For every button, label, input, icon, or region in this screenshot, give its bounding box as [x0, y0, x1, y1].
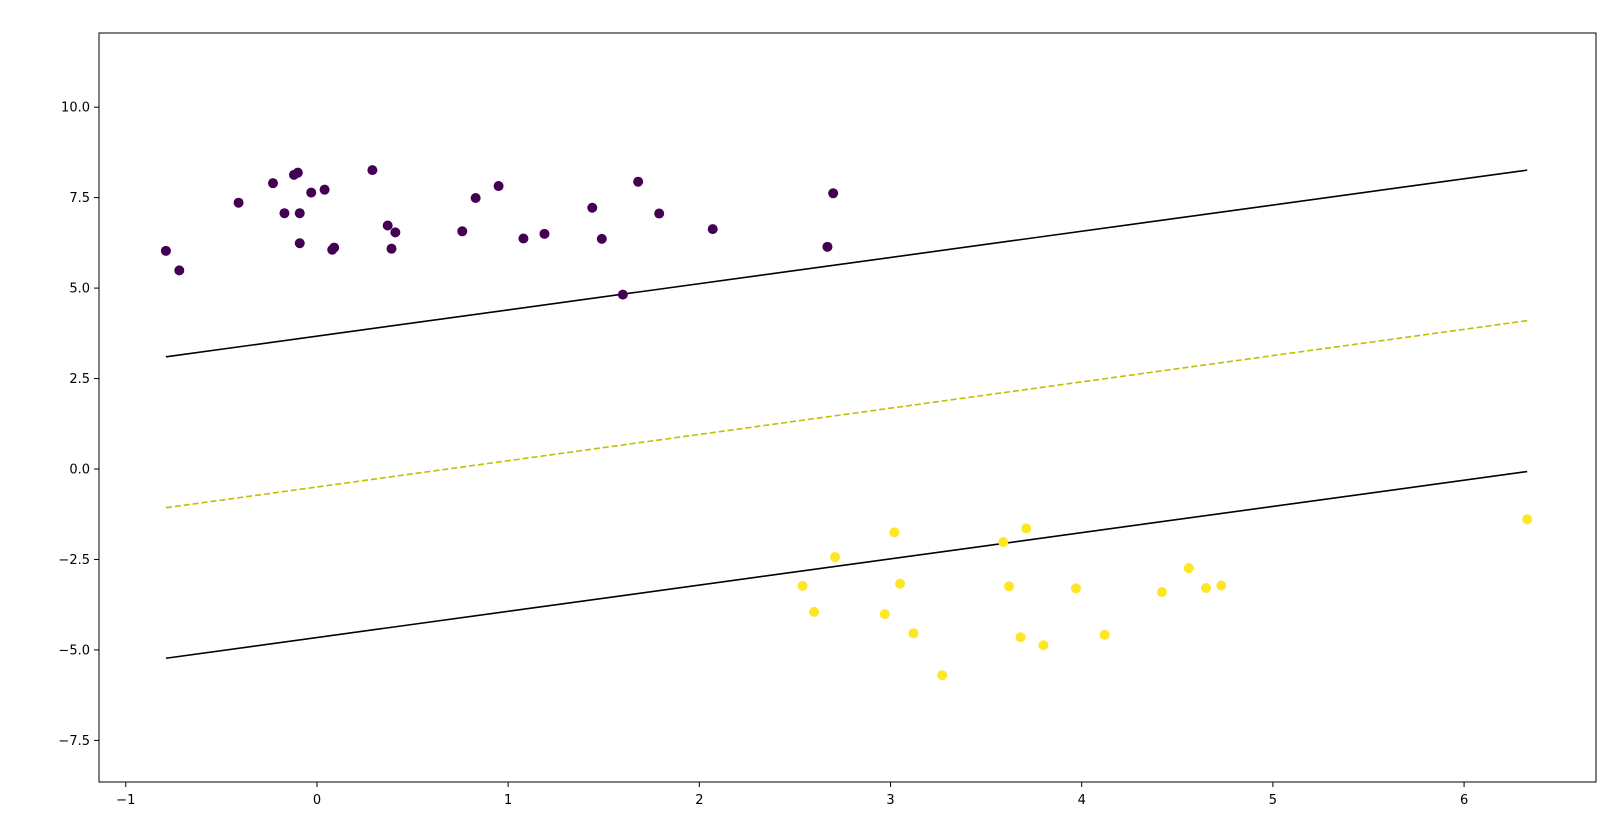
data-point-class-0 — [822, 241, 833, 252]
data-point-class-1 — [1183, 563, 1194, 574]
data-point-class-0 — [587, 202, 598, 213]
data-point-class-1 — [1157, 587, 1168, 598]
x-tick-label: 6 — [1460, 793, 1468, 808]
x-tick-label: −1 — [116, 793, 135, 808]
data-point-class-0 — [493, 181, 504, 192]
y-axis: −7.5 −5.0 −2.5 0.0 2.5 5.0 7.5 10.0 — [58, 101, 99, 749]
y-tick-label: −2.5 — [58, 553, 90, 568]
data-point-class-1 — [998, 537, 1009, 548]
data-point-class-1 — [1099, 629, 1110, 640]
data-point-class-1 — [1216, 580, 1227, 591]
data-point-class-0 — [319, 184, 330, 195]
data-point-class-1 — [830, 551, 841, 562]
data-point-class-0 — [160, 245, 171, 256]
data-point-class-0 — [539, 228, 550, 239]
y-tick-label: 5.0 — [69, 282, 90, 297]
data-point-class-0 — [596, 233, 607, 244]
data-point-class-1 — [1038, 640, 1049, 651]
data-point-class-0 — [707, 224, 718, 235]
data-point-class-0 — [292, 167, 303, 178]
y-tick-label: 7.5 — [69, 191, 90, 206]
data-point-class-0 — [470, 192, 481, 203]
data-point-class-0 — [382, 220, 393, 231]
data-point-class-1 — [1200, 583, 1211, 594]
data-point-class-0 — [633, 176, 644, 187]
data-point-class-1 — [809, 606, 820, 617]
data-point-class-0 — [233, 197, 244, 208]
data-point-class-1 — [1522, 514, 1533, 525]
data-point-class-0 — [828, 188, 839, 199]
data-point-class-1 — [1004, 581, 1015, 592]
data-point-class-1 — [889, 527, 900, 538]
data-point-class-1 — [937, 670, 948, 681]
x-tick-label: 0 — [313, 793, 321, 808]
data-point-class-1 — [895, 578, 906, 589]
data-point-class-0 — [386, 243, 397, 254]
data-point-class-0 — [390, 227, 401, 238]
data-point-class-1 — [1015, 632, 1026, 643]
y-tick-label: −7.5 — [58, 734, 90, 749]
data-point-class-0 — [518, 233, 529, 244]
data-point-class-0 — [294, 208, 305, 219]
plot-background — [99, 33, 1596, 782]
data-point-class-0 — [367, 165, 378, 176]
data-point-class-1 — [797, 580, 808, 591]
margin-line — [165, 470, 1528, 660]
x-tick-label: 3 — [886, 793, 894, 808]
x-axis: −1 0 1 2 3 4 5 6 — [116, 782, 1468, 808]
data-point-class-0 — [654, 208, 665, 219]
data-point-class-1 — [908, 628, 919, 639]
y-tick-label: −5.0 — [58, 643, 90, 658]
data-point-class-0 — [329, 242, 340, 253]
data-point-class-1 — [879, 609, 890, 620]
x-tick-label: 5 — [1269, 793, 1277, 808]
data-point-class-0 — [267, 178, 278, 189]
data-point-class-1 — [1021, 523, 1032, 534]
data-point-class-0 — [617, 289, 628, 300]
x-tick-label: 1 — [504, 793, 512, 808]
decision-lines — [165, 169, 1528, 660]
data-point-class-0 — [279, 208, 290, 219]
data-point-class-0 — [306, 187, 317, 198]
margin-line — [165, 169, 1528, 358]
y-tick-label: 0.0 — [69, 463, 90, 478]
data-point-class-1 — [1070, 583, 1081, 594]
y-tick-label: 10.0 — [61, 101, 90, 116]
decision-boundary-line — [165, 319, 1528, 509]
x-tick-label: 4 — [1078, 793, 1086, 808]
data-point-class-0 — [457, 226, 468, 237]
data-point-class-0 — [174, 265, 185, 276]
plot-frame — [98, 32, 1597, 783]
data-point-class-0 — [294, 238, 305, 249]
data-points — [160, 165, 1533, 681]
x-tick-label: 2 — [695, 793, 703, 808]
y-tick-label: 2.5 — [69, 372, 90, 387]
